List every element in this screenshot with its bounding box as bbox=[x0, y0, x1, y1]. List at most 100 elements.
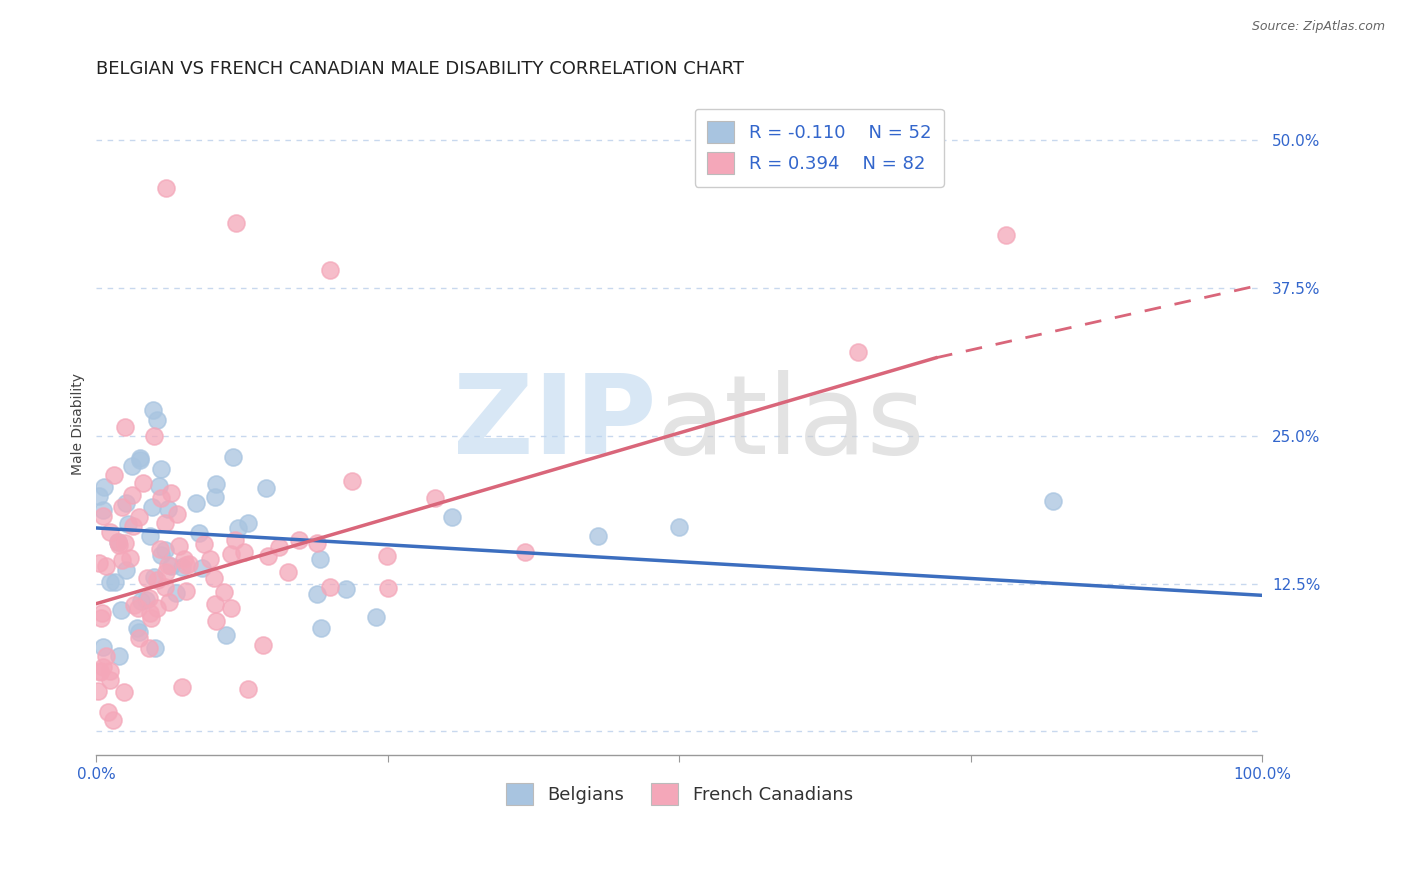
Point bbox=[305, 536, 328, 550]
Point bbox=[160, 486, 183, 500]
Point bbox=[101, 714, 124, 728]
Point bbox=[377, 549, 399, 563]
Point bbox=[288, 533, 311, 548]
Point bbox=[254, 482, 277, 496]
Point bbox=[277, 565, 299, 579]
Point bbox=[98, 575, 121, 590]
Point bbox=[157, 558, 180, 572]
Point bbox=[224, 533, 246, 548]
Point bbox=[129, 593, 152, 607]
Point bbox=[198, 552, 221, 566]
Point bbox=[118, 551, 141, 566]
Point bbox=[141, 500, 163, 514]
Point bbox=[212, 585, 235, 599]
Point bbox=[176, 584, 198, 599]
Point bbox=[87, 684, 110, 698]
Point bbox=[377, 581, 399, 595]
Point bbox=[423, 491, 446, 505]
Point bbox=[309, 621, 332, 635]
Point bbox=[117, 517, 139, 532]
Point bbox=[202, 571, 225, 585]
Point bbox=[170, 681, 193, 695]
Point bbox=[127, 601, 149, 615]
Point bbox=[155, 543, 177, 558]
Point bbox=[149, 491, 172, 506]
Point bbox=[226, 521, 249, 535]
Point bbox=[219, 547, 242, 561]
Point bbox=[89, 556, 111, 570]
Point bbox=[110, 603, 132, 617]
Point bbox=[93, 480, 115, 494]
Point bbox=[215, 628, 238, 642]
Point bbox=[98, 664, 121, 678]
Point bbox=[139, 610, 162, 624]
Point bbox=[121, 518, 143, 533]
Point bbox=[128, 624, 150, 639]
Y-axis label: Male Disability: Male Disability bbox=[72, 373, 86, 475]
Point bbox=[128, 451, 150, 466]
Point bbox=[98, 673, 121, 687]
Point bbox=[91, 640, 114, 655]
Point bbox=[668, 520, 690, 534]
Point bbox=[122, 598, 145, 612]
Point bbox=[91, 503, 114, 517]
Point bbox=[441, 509, 464, 524]
Point bbox=[107, 534, 129, 549]
Point bbox=[94, 559, 117, 574]
Point bbox=[107, 649, 129, 664]
Point bbox=[364, 610, 387, 624]
Point bbox=[148, 479, 170, 493]
Point bbox=[114, 563, 136, 577]
Point bbox=[173, 552, 195, 566]
Point bbox=[232, 545, 254, 559]
Point bbox=[94, 648, 117, 663]
Point bbox=[155, 180, 177, 194]
Point bbox=[204, 490, 226, 504]
Point bbox=[165, 586, 187, 600]
Point bbox=[169, 539, 191, 553]
Point bbox=[89, 665, 111, 679]
Point bbox=[138, 641, 160, 656]
Text: ZIP: ZIP bbox=[453, 370, 657, 477]
Legend: Belgians, French Canadians: Belgians, French Canadians bbox=[499, 775, 860, 812]
Point bbox=[157, 501, 180, 516]
Point bbox=[513, 544, 536, 558]
Point bbox=[139, 529, 162, 543]
Point bbox=[176, 558, 198, 572]
Point bbox=[340, 475, 363, 489]
Point bbox=[138, 591, 160, 605]
Point bbox=[309, 551, 332, 566]
Point bbox=[107, 535, 129, 549]
Point bbox=[103, 468, 125, 483]
Point bbox=[153, 516, 176, 530]
Point bbox=[177, 557, 200, 571]
Point bbox=[222, 450, 245, 465]
Point bbox=[115, 496, 138, 510]
Point bbox=[257, 549, 280, 563]
Text: atlas: atlas bbox=[657, 370, 925, 477]
Point bbox=[166, 507, 188, 521]
Point bbox=[128, 632, 150, 646]
Point bbox=[121, 459, 143, 474]
Point bbox=[846, 345, 869, 359]
Point bbox=[132, 475, 155, 490]
Point bbox=[97, 705, 120, 719]
Point bbox=[90, 606, 112, 620]
Point bbox=[149, 542, 172, 557]
Point bbox=[238, 516, 260, 530]
Point bbox=[121, 488, 143, 502]
Point bbox=[135, 571, 157, 585]
Point bbox=[193, 537, 215, 551]
Point bbox=[150, 462, 173, 476]
Point bbox=[87, 489, 110, 503]
Point bbox=[219, 600, 242, 615]
Point bbox=[150, 548, 173, 562]
Point bbox=[146, 600, 169, 615]
Point bbox=[98, 525, 121, 540]
Point bbox=[125, 621, 148, 635]
Point bbox=[225, 216, 247, 230]
Point bbox=[157, 595, 180, 609]
Point bbox=[142, 569, 165, 583]
Point bbox=[204, 597, 226, 611]
Point bbox=[236, 682, 259, 697]
